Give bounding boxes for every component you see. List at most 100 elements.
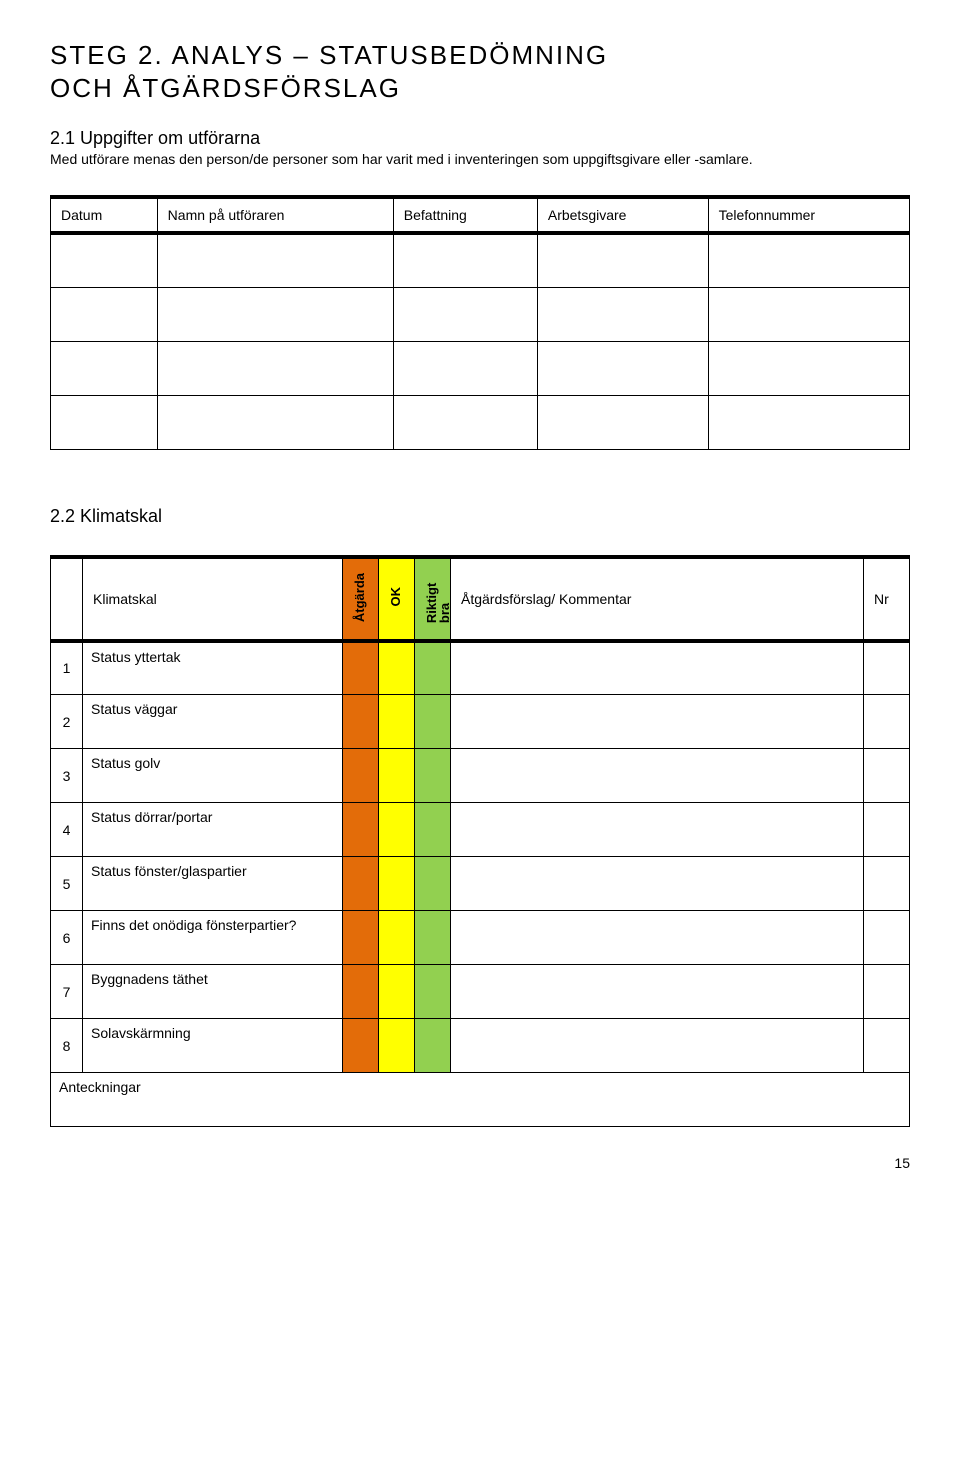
kommentar-cell[interactable] xyxy=(451,857,864,911)
utforare-table: Datum Namn på utföraren Befattning Arbet… xyxy=(50,195,910,450)
table-cell[interactable] xyxy=(537,341,708,395)
table-cell[interactable] xyxy=(708,395,909,449)
table-cell[interactable] xyxy=(51,287,158,341)
row-number: 5 xyxy=(51,857,83,911)
anteckningar-table: Anteckningar xyxy=(50,1072,910,1127)
status-cell-r[interactable] xyxy=(415,803,451,857)
status-cell-r[interactable] xyxy=(415,965,451,1019)
page-number: 15 xyxy=(50,1155,910,1171)
table-cell[interactable] xyxy=(157,287,393,341)
row-number: 2 xyxy=(51,695,83,749)
table-cell[interactable] xyxy=(537,395,708,449)
nr-cell[interactable] xyxy=(864,641,910,695)
t2-header-nr: Nr xyxy=(864,557,910,641)
table-cell[interactable] xyxy=(537,233,708,287)
status-cell-a[interactable] xyxy=(343,911,379,965)
status-cell-r[interactable] xyxy=(415,911,451,965)
table-cell[interactable] xyxy=(708,341,909,395)
t2-header-riktigt: Riktigt bra xyxy=(415,557,451,641)
status-cell-r[interactable] xyxy=(415,641,451,695)
status-cell-o[interactable] xyxy=(379,1019,415,1073)
nr-cell[interactable] xyxy=(864,857,910,911)
row-number: 7 xyxy=(51,965,83,1019)
status-cell-a[interactable] xyxy=(343,641,379,695)
table-row xyxy=(51,395,910,449)
status-cell-r[interactable] xyxy=(415,749,451,803)
nr-cell[interactable] xyxy=(864,749,910,803)
status-cell-o[interactable] xyxy=(379,965,415,1019)
section-2-1-heading: 2.1 Uppgifter om utförarna xyxy=(50,128,910,149)
table-row xyxy=(51,341,910,395)
kommentar-cell[interactable] xyxy=(451,965,864,1019)
nr-cell[interactable] xyxy=(864,695,910,749)
row-label: Status golv xyxy=(83,749,343,803)
kommentar-cell[interactable] xyxy=(451,749,864,803)
kommentar-cell[interactable] xyxy=(451,641,864,695)
status-cell-r[interactable] xyxy=(415,857,451,911)
nr-cell[interactable] xyxy=(864,911,910,965)
table-cell[interactable] xyxy=(393,287,537,341)
row-number: 3 xyxy=(51,749,83,803)
nr-cell[interactable] xyxy=(864,803,910,857)
section-2-2-heading: 2.2 Klimatskal xyxy=(50,506,910,527)
anteckningar-label: Anteckningar xyxy=(51,1073,910,1127)
t2-header-atgarda: Åtgärda xyxy=(343,557,379,641)
row-label: Solavskärmning xyxy=(83,1019,343,1073)
t1-header-arbetsgivare: Arbetsgivare xyxy=(537,197,708,233)
status-cell-o[interactable] xyxy=(379,641,415,695)
table-row xyxy=(51,233,910,287)
table-row: 2Status väggar xyxy=(51,695,910,749)
table-row: 5Status fönster/glaspartier xyxy=(51,857,910,911)
status-cell-o[interactable] xyxy=(379,695,415,749)
table-cell[interactable] xyxy=(393,395,537,449)
table-row: 6Finns det onödiga fönsterpartier? xyxy=(51,911,910,965)
status-cell-a[interactable] xyxy=(343,1019,379,1073)
table-row xyxy=(51,287,910,341)
status-cell-a[interactable] xyxy=(343,749,379,803)
section-2-1-desc: Med utförare menas den person/de persone… xyxy=(50,151,910,167)
status-cell-o[interactable] xyxy=(379,911,415,965)
table-cell[interactable] xyxy=(157,395,393,449)
kommentar-cell[interactable] xyxy=(451,911,864,965)
table-cell[interactable] xyxy=(51,395,158,449)
status-cell-o[interactable] xyxy=(379,803,415,857)
status-cell-a[interactable] xyxy=(343,965,379,1019)
table-cell[interactable] xyxy=(537,287,708,341)
t1-header-namn: Namn på utföraren xyxy=(157,197,393,233)
row-number: 8 xyxy=(51,1019,83,1073)
table-cell[interactable] xyxy=(157,233,393,287)
kommentar-cell[interactable] xyxy=(451,1019,864,1073)
kommentar-cell[interactable] xyxy=(451,803,864,857)
table-cell[interactable] xyxy=(393,233,537,287)
status-cell-o[interactable] xyxy=(379,857,415,911)
nr-cell[interactable] xyxy=(864,965,910,1019)
row-number: 4 xyxy=(51,803,83,857)
klimatskal-table: Klimatskal Åtgärda OK Riktigt bra Åtgärd… xyxy=(50,555,910,1074)
status-cell-o[interactable] xyxy=(379,749,415,803)
table-row: 7Byggnadens täthet xyxy=(51,965,910,1019)
nr-cell[interactable] xyxy=(864,1019,910,1073)
table-cell[interactable] xyxy=(157,341,393,395)
status-cell-r[interactable] xyxy=(415,695,451,749)
row-number: 6 xyxy=(51,911,83,965)
row-number: 1 xyxy=(51,641,83,695)
table-cell[interactable] xyxy=(51,341,158,395)
status-cell-a[interactable] xyxy=(343,695,379,749)
status-cell-a[interactable] xyxy=(343,857,379,911)
row-label: Status fönster/glaspartier xyxy=(83,857,343,911)
row-label: Status dörrar/portar xyxy=(83,803,343,857)
status-cell-a[interactable] xyxy=(343,803,379,857)
row-label: Byggnadens täthet xyxy=(83,965,343,1019)
table-cell[interactable] xyxy=(393,341,537,395)
main-title-line2: OCH ÅTGÄRDSFÖRSLAG xyxy=(50,73,910,104)
status-cell-r[interactable] xyxy=(415,1019,451,1073)
t1-header-datum: Datum xyxy=(51,197,158,233)
row-label: Status väggar xyxy=(83,695,343,749)
kommentar-cell[interactable] xyxy=(451,695,864,749)
table-cell[interactable] xyxy=(708,287,909,341)
table-cell[interactable] xyxy=(51,233,158,287)
table-row: 1Status yttertak xyxy=(51,641,910,695)
t2-header-ok: OK xyxy=(379,557,415,641)
table-row: 4Status dörrar/portar xyxy=(51,803,910,857)
table-cell[interactable] xyxy=(708,233,909,287)
